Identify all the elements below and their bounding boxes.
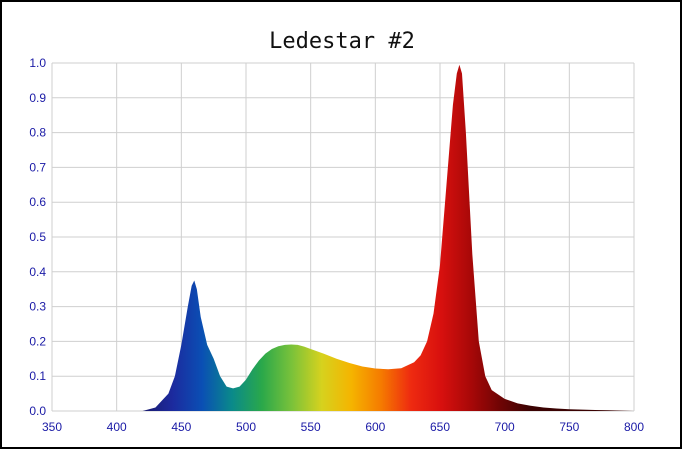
x-tick-label: 450 [171,420,191,434]
x-tick-label: 700 [495,420,515,434]
y-tick-label: 0.7 [29,160,46,174]
y-tick-label: 0.2 [29,334,46,348]
x-tick-label: 400 [107,420,127,434]
x-tick-label: 800 [624,420,644,434]
y-tick-label: 0.4 [29,265,46,279]
x-tick-label: 500 [236,420,256,434]
y-tick-label: 1.0 [29,56,46,70]
x-tick-label: 350 [42,420,62,434]
spectrum-area [142,64,634,412]
y-tick-label: 0.9 [29,91,46,105]
y-tick-label: 0.3 [29,300,46,314]
x-tick-label: 650 [430,420,450,434]
y-tick-label: 0.6 [29,195,46,209]
y-tick-label: 0.1 [29,369,46,383]
spectrum-series-area [142,64,634,412]
x-tick-label: 600 [365,420,385,434]
x-axis-ticks: 350 400 450 500 550 600 650 700 750 800 [42,420,644,434]
x-tick-label: 550 [301,420,321,434]
y-tick-label: 0.5 [29,230,46,244]
y-axis-ticks: 0.0 0.1 0.2 0.3 0.4 0.5 0.6 0.7 0.8 0.9 1.0 [29,56,46,418]
chart-title: Ledestar #2 [269,29,415,54]
y-tick-label: 0.0 [29,404,46,418]
y-tick-label: 0.8 [29,126,46,140]
x-tick-label: 750 [559,420,579,434]
grid [51,62,635,412]
